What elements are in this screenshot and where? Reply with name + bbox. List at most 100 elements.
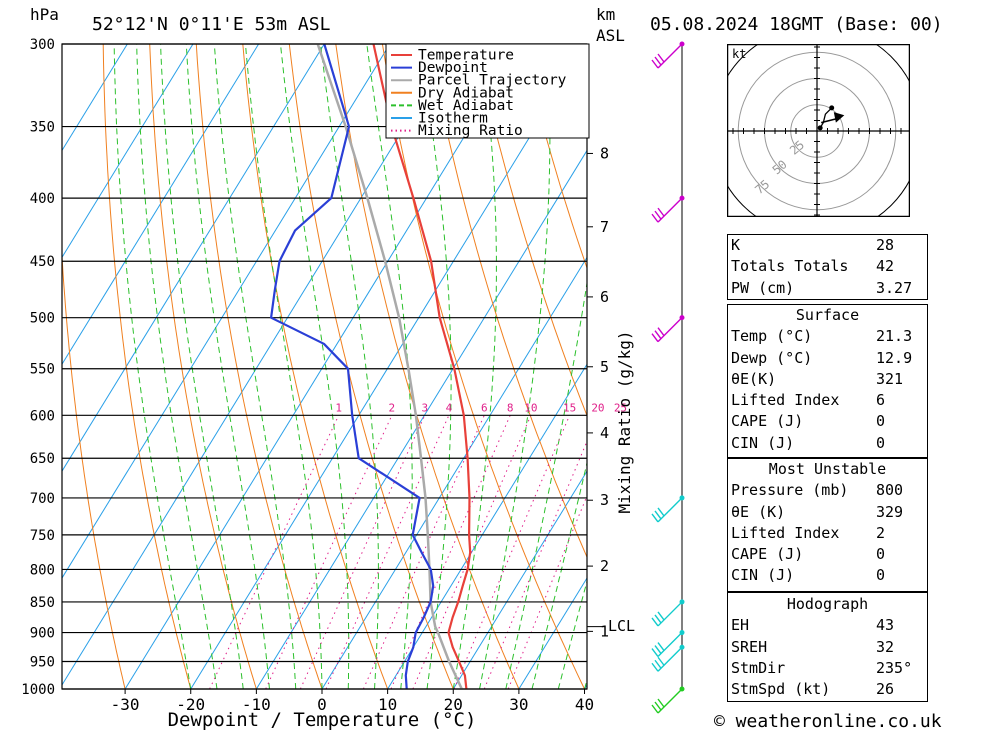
index-row: Dewp (°C) 12.9 — [727, 348, 928, 369]
legend-label: Wet Adiabat — [418, 98, 514, 114]
mixing-ratio-label: 2 — [389, 401, 396, 414]
axes: -30 -20 -10 0 10 20 30 40 1 2 3 4 5 6 7 8 — [61, 43, 609, 714]
isotherm-line — [62, 44, 260, 366]
wind-barb-flag — [657, 53, 665, 63]
index-value: 0 — [876, 545, 886, 564]
wind-barb-flag — [654, 645, 662, 654]
index-value: 0 — [876, 412, 886, 431]
index-label: θE(K) — [731, 369, 777, 388]
dry-adiabat-line — [102, 44, 192, 689]
dry-adiabat-line — [987, 44, 1000, 689]
hodograph-start-point — [817, 125, 823, 131]
height-tick-label: 3 — [600, 491, 609, 509]
wind-barb-flag — [651, 704, 659, 714]
mixing-ratio-label: 15 — [563, 401, 576, 414]
index-label: SREH — [731, 637, 768, 656]
wind-barb-flag — [657, 327, 665, 337]
wind-barb — [651, 630, 685, 658]
storm-motion-arrowhead — [833, 112, 845, 123]
wind-barb-flag — [654, 210, 662, 220]
pressure-tick-label: 900 — [30, 626, 55, 642]
storm-motion-arrow — [821, 117, 839, 124]
wind-barb-flag — [651, 213, 659, 223]
wind-barb-staff — [657, 646, 683, 672]
pressure-unit-label: hPa — [30, 5, 59, 24]
mixing-ratio-label: 4 — [446, 401, 453, 414]
x-tick-label: 0 — [317, 695, 327, 714]
index-row: StmDir 235° — [727, 658, 928, 679]
index-row: Pressure (mb) 800 — [727, 480, 928, 501]
index-row: θE(K) 321 — [727, 369, 928, 390]
index-row: Lifted Index 6 — [727, 390, 928, 411]
index-label: CIN (J) — [731, 566, 795, 585]
index-label: StmDir — [731, 658, 786, 677]
wind-barb — [651, 41, 685, 69]
wind-barb — [651, 495, 685, 523]
legend-label: Parcel Trajectory — [418, 73, 567, 89]
dry-adiabat-line — [62, 249, 126, 689]
x-tick-label: -20 — [176, 695, 205, 714]
index-value: 21.3 — [876, 327, 913, 346]
index-label: Lifted Index — [731, 523, 840, 542]
dry-adiabat-line — [381, 44, 585, 689]
lcl-label: LCL — [608, 617, 635, 635]
index-row: Totals Totals 42 — [727, 256, 928, 277]
index-label: Pressure (mb) — [731, 481, 849, 500]
legend-label: Temperature — [418, 48, 514, 64]
mixing-ratio-label: 25 — [614, 401, 627, 414]
index-value: 235° — [876, 658, 913, 677]
wet-adiabat-line — [479, 44, 551, 689]
height-tick-label: 4 — [600, 424, 609, 442]
legend-label: Mixing Ratio — [418, 123, 523, 139]
dry-adiabat-line — [521, 44, 587, 270]
height-tick-label: 8 — [600, 144, 609, 162]
wind-barb-flag — [651, 617, 659, 627]
surface-table: Surface Temp (°C) 21.3 Dewp (°C) 12.9 θE(K) 3… — [727, 305, 928, 454]
hodograph-axes — [727, 44, 910, 217]
wind-barb-flag — [657, 507, 665, 517]
index-row: θE (K) 329 — [727, 502, 928, 523]
isotherm-line — [62, 44, 128, 152]
pressure-tick-label: 350 — [30, 120, 55, 136]
height-tick-label: 5 — [600, 358, 609, 376]
index-value: 32 — [876, 637, 895, 656]
wind-barb-staff — [657, 601, 683, 627]
location-title: 52°12'N 0°11'E 53m ASL — [92, 14, 331, 35]
legend-label: Dry Adiabat — [418, 85, 514, 101]
wind-barb-flag — [651, 662, 659, 672]
index-value: 329 — [876, 502, 904, 521]
pressure-tick-label: 950 — [30, 655, 55, 671]
legend-box — [385, 43, 590, 139]
mixing-ratio-label: 6 — [481, 401, 488, 414]
wind-barb-flag — [651, 333, 659, 343]
index-value: 43 — [876, 616, 895, 635]
index-row: K 28 — [727, 235, 928, 256]
hodograph-params-table: Hodograph EH 43 SREH 32 StmDir 235° StmSpd (kt… — [727, 594, 928, 700]
mixing-ratio-line — [483, 440, 587, 689]
mixing-ratio-label: 3 — [421, 401, 428, 414]
pressure-tick-label: 550 — [30, 362, 55, 378]
x-tick-label: -10 — [242, 695, 271, 714]
isotherm-line — [62, 44, 391, 579]
index-label: K — [731, 236, 741, 254]
wet-adiabat-line — [452, 44, 497, 689]
hodograph-trace — [817, 105, 845, 131]
wind-barb — [651, 599, 685, 627]
wind-barb-staff — [657, 197, 683, 223]
mixing-ratio-line — [507, 494, 587, 689]
height-tick-label: 6 — [600, 288, 609, 306]
index-row: CIN (J) 0 — [727, 433, 928, 454]
index-label: Dewp (°C) — [731, 348, 813, 367]
wet-adiabat-line — [280, 44, 350, 689]
wind-barbs — [651, 41, 685, 714]
surface-title: Surface — [795, 306, 860, 324]
dewpoint-line — [270, 44, 435, 689]
index-value: 42 — [876, 257, 895, 276]
index-label: Totals Totals — [731, 257, 849, 276]
profiles — [270, 44, 472, 689]
wet-adiabat-line — [160, 44, 244, 689]
x-tick-label: 30 — [509, 695, 528, 714]
index-value: 6 — [876, 391, 886, 410]
hodograph-params-title: Hodograph — [786, 595, 869, 613]
